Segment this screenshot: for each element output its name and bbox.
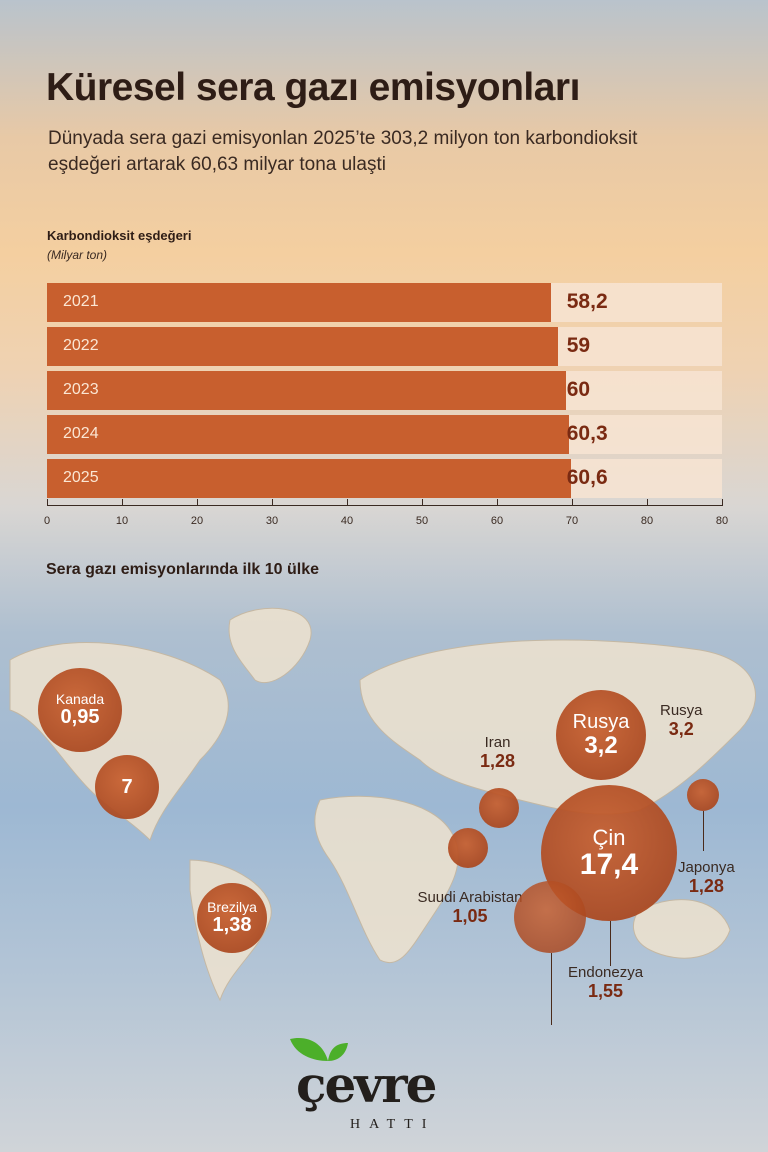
chart-label: Karbondioksit eşdeğeri: [47, 228, 192, 243]
logo-name: çevre: [296, 1055, 437, 1114]
country-bubble-endonezya[interactable]: [514, 881, 586, 953]
bar-2023: 2023: [47, 371, 567, 410]
x-tick: [422, 499, 423, 506]
x-tick-label: 20: [190, 515, 204, 527]
bar-value-label: 60: [566, 378, 591, 401]
country-name: Endonezya: [568, 964, 644, 981]
bar-track: 2024 60,3: [47, 415, 722, 454]
leader-line: [551, 953, 552, 1025]
country-value: 3,2: [584, 731, 618, 759]
country-bubble-kanada[interactable]: Kanada 0,95: [38, 668, 122, 752]
country-name: Çin: [592, 824, 626, 850]
country-name: Brezilya: [207, 899, 257, 916]
country-value: 3,2: [668, 718, 694, 739]
bar-2022: 2022: [47, 327, 558, 366]
x-tick: [122, 499, 123, 506]
country-value: 17,4: [579, 847, 639, 881]
bar-category-label: 2024: [63, 425, 99, 442]
x-tick: [497, 499, 498, 506]
label-suudi-arabistan: Suudi Arabistan 1,05: [415, 889, 525, 926]
chart-unit: (Milyar ton): [47, 248, 108, 262]
leader-line: [610, 921, 611, 966]
country-value: 1,28: [688, 875, 724, 896]
x-tick-label: 70: [565, 515, 579, 527]
x-tick: [197, 499, 198, 506]
subtitle: Dünyada sera gazi emisyonlan 2025’te 303…: [48, 128, 638, 175]
x-tick-label: 10: [115, 515, 129, 527]
x-tick-label: 80: [715, 515, 729, 527]
label-rusya: Rusya 3,2: [660, 702, 703, 739]
x-tick-label: 40: [340, 515, 354, 527]
bar-2025: 2025: [47, 459, 572, 498]
bar-category-label: 2025: [63, 469, 99, 486]
x-tick: [347, 499, 348, 506]
country-name: Rusya: [572, 710, 630, 733]
country-bubble-rusya[interactable]: Rusya 3,2: [556, 690, 646, 780]
country-name: Iran: [484, 734, 511, 751]
x-tick: [47, 499, 48, 506]
label-iran: Iran 1,28: [480, 734, 516, 771]
country-bubble-iran[interactable]: [479, 788, 519, 828]
x-tick: [647, 499, 648, 506]
leader-line: [703, 811, 704, 851]
label-japonya: Japonya 1,28: [678, 859, 735, 896]
africa-shape: [314, 795, 459, 963]
bar-2021: 2021: [47, 283, 551, 322]
bar-track: 2021 58,2: [47, 283, 722, 322]
x-tick-label: 50: [415, 515, 429, 527]
country-bubble-brezilya[interactable]: Brezilya 1,38: [197, 883, 267, 953]
x-tick: [572, 499, 573, 506]
country-name: Kanada: [55, 691, 105, 708]
bar-value-label: 60,6: [566, 466, 608, 489]
country-bubble-cin[interactable]: Çin 17,4: [541, 785, 677, 921]
map-title: Sera gazı emisyonlarında ilk 10 ülke: [46, 561, 320, 578]
bar-value-label: 59: [566, 334, 591, 357]
bar-category-label: 2023: [63, 381, 99, 398]
x-tick-label: 60: [490, 515, 504, 527]
country-value: 1,55: [588, 980, 624, 1001]
x-tick: [272, 499, 273, 506]
x-axis: 0 10 20 30 40 50 60 70 80 80: [44, 499, 728, 527]
bar-category-label: 2021: [63, 293, 99, 310]
bar-value-label: 58,2: [566, 290, 608, 313]
bar-track: 2023 60: [47, 371, 722, 410]
greenland-shape: [228, 607, 312, 684]
country-name: Japonya: [678, 859, 735, 876]
country-bubble-usa[interactable]: 7: [95, 755, 159, 819]
australia-shape: [632, 899, 731, 959]
country-value: 1,28: [480, 750, 516, 771]
bar-track: 2025 60,6: [47, 459, 722, 498]
cevre-hatti-logo: çevre HATTI: [288, 1035, 488, 1135]
country-value: 0,95: [60, 705, 100, 728]
bar-category-label: 2022: [63, 337, 99, 354]
x-tick: [722, 499, 723, 506]
country-value: 1,38: [212, 913, 252, 936]
country-bubble-suudi-arabistan[interactable]: [448, 828, 488, 868]
bar-2024: 2024: [47, 415, 569, 454]
bar-track: 2022 59: [47, 327, 722, 366]
label-endonezya: Endonezya 1,55: [568, 964, 644, 1001]
x-tick-label: 80: [640, 515, 654, 527]
country-bubble-japonya[interactable]: [687, 779, 719, 811]
logo-tagline: HATTI: [350, 1117, 436, 1132]
country-name: Suudi Arabistan: [417, 889, 523, 906]
leaf-icon: [290, 1037, 348, 1061]
country-value: 7: [121, 775, 133, 798]
x-tick-label: 0: [43, 515, 51, 527]
bar-value-label: 60,3: [566, 422, 608, 445]
country-name: Rusya: [660, 702, 703, 719]
page-title: Küresel sera gazı emisyonları: [46, 66, 580, 109]
country-value: 1,05: [452, 905, 488, 926]
x-tick-label: 30: [265, 515, 279, 527]
